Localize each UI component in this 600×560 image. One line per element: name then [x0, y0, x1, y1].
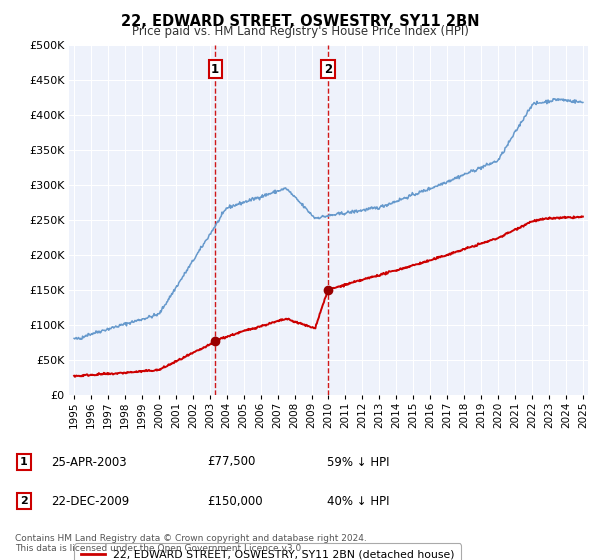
Legend: 22, EDWARD STREET, OSWESTRY, SY11 2BN (detached house), HPI: Average price, deta: 22, EDWARD STREET, OSWESTRY, SY11 2BN (d… — [74, 543, 461, 560]
Text: 59% ↓ HPI: 59% ↓ HPI — [327, 455, 389, 469]
Text: Price paid vs. HM Land Registry's House Price Index (HPI): Price paid vs. HM Land Registry's House … — [131, 25, 469, 38]
Text: 22-DEC-2009: 22-DEC-2009 — [51, 494, 129, 508]
Text: 1: 1 — [20, 457, 28, 467]
Text: 40% ↓ HPI: 40% ↓ HPI — [327, 494, 389, 508]
Text: £77,500: £77,500 — [207, 455, 256, 469]
Text: Contains HM Land Registry data © Crown copyright and database right 2024.
This d: Contains HM Land Registry data © Crown c… — [15, 534, 367, 553]
Text: £150,000: £150,000 — [207, 494, 263, 508]
Text: 2: 2 — [20, 496, 28, 506]
Text: 2: 2 — [324, 63, 332, 76]
Text: 22, EDWARD STREET, OSWESTRY, SY11 2BN: 22, EDWARD STREET, OSWESTRY, SY11 2BN — [121, 14, 479, 29]
Text: 1: 1 — [211, 63, 219, 76]
Text: 25-APR-2003: 25-APR-2003 — [51, 455, 127, 469]
